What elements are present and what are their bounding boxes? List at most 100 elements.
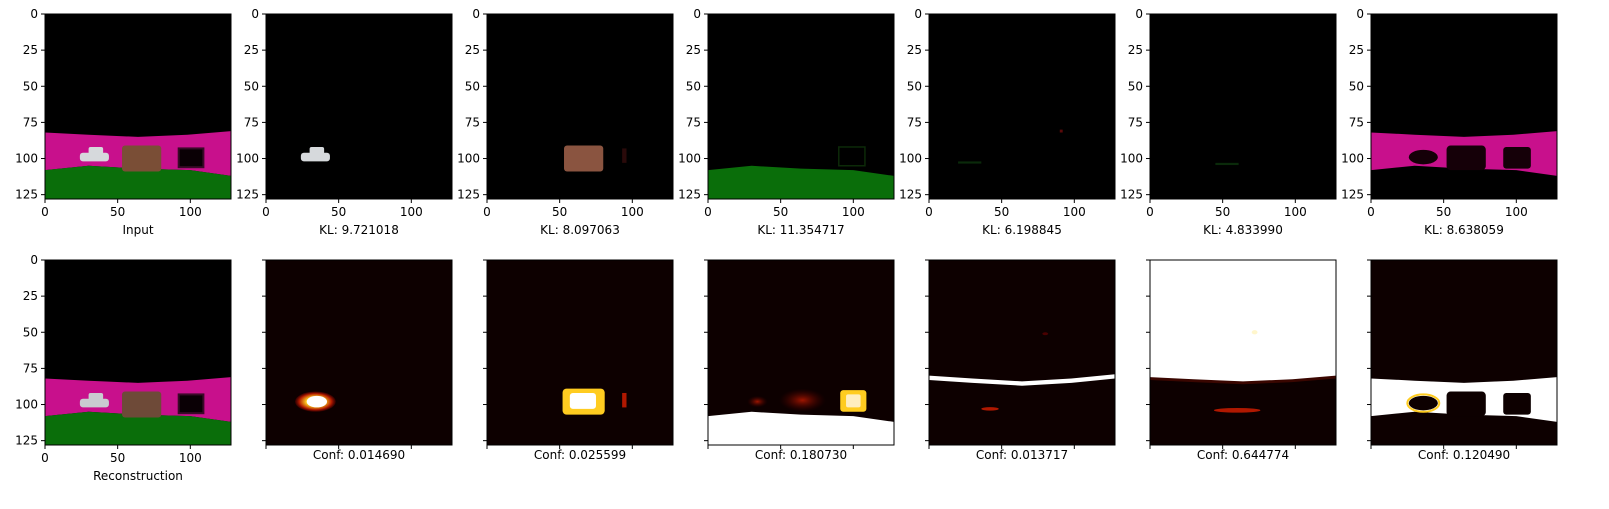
y-tick-label: 100 xyxy=(678,152,701,166)
dark-frame xyxy=(177,393,205,415)
low-heat xyxy=(1213,408,1261,413)
panel-slot-empty: 0 50 100 0 25 50 75 100 125 KL: 6.198845 xyxy=(899,7,1116,237)
panel-content xyxy=(929,332,1115,411)
green-ground xyxy=(708,165,894,199)
frame-core xyxy=(846,394,861,408)
panel-background xyxy=(266,260,452,445)
y-tick-label: 75 xyxy=(1128,115,1143,129)
axes-frame xyxy=(486,13,674,200)
x-tick-label: 100 xyxy=(1063,205,1086,219)
panel-content xyxy=(958,129,1063,164)
y-tick-label: 25 xyxy=(1349,43,1364,57)
y-tick-label: 50 xyxy=(1128,79,1143,93)
horizon-edge xyxy=(1150,375,1336,385)
y-tick-label: 0 xyxy=(30,253,38,267)
x-tick-label: 100 xyxy=(400,205,423,219)
car xyxy=(79,152,109,162)
dark-frame xyxy=(177,147,205,169)
x-tick-label: 100 xyxy=(621,205,644,219)
y-tick-label: 25 xyxy=(1128,43,1143,57)
y-tick-label: 125 xyxy=(1341,188,1364,202)
y-tick-label: 75 xyxy=(686,115,701,129)
y-tick-label: 50 xyxy=(244,79,259,93)
panel-background xyxy=(266,14,452,199)
panel-caption: KL: 6.198845 xyxy=(982,223,1062,237)
x-tick-label: 0 xyxy=(41,451,49,465)
panel-background xyxy=(487,260,673,445)
y-tick-label: 100 xyxy=(1120,152,1143,166)
panel-background xyxy=(1150,14,1336,199)
faint-mark xyxy=(958,161,982,164)
panel-mask-sky: Conf: 0.644774 xyxy=(1146,259,1337,462)
box-dim xyxy=(779,388,826,412)
y-tick-label: 75 xyxy=(1349,115,1364,129)
panel-input-scene: 0 50 100 0 25 50 75 100 125 Input xyxy=(15,7,232,237)
y-tick-label: 0 xyxy=(693,7,701,21)
y-tick-label: 125 xyxy=(15,434,38,448)
sky-heat xyxy=(1150,260,1336,383)
panel-caption: Conf: 0.644774 xyxy=(1197,448,1289,462)
car-cabin xyxy=(88,392,104,401)
panel-content xyxy=(1215,162,1239,166)
y-tick-label: 125 xyxy=(1120,188,1143,202)
y-tick-label: 125 xyxy=(236,188,259,202)
y-tick-label: 25 xyxy=(686,43,701,57)
x-tick-label: 50 xyxy=(110,205,125,219)
box-core xyxy=(569,392,596,409)
panel-slot-ground: 0 50 100 0 25 50 75 100 125 KL: 11.354717 xyxy=(678,7,895,237)
x-tick-label: 100 xyxy=(179,205,202,219)
car-rim xyxy=(1406,393,1441,413)
car-cabin xyxy=(88,146,104,155)
panel-caption: KL: 8.097063 xyxy=(540,223,620,237)
axes-frame xyxy=(1370,13,1558,200)
car-hole xyxy=(1408,395,1438,411)
x-tick-label: 100 xyxy=(842,205,865,219)
box xyxy=(122,391,162,418)
car-hole xyxy=(1408,149,1438,165)
axes-frame xyxy=(486,259,674,446)
faint-frame xyxy=(838,146,866,167)
x-tick-label: 100 xyxy=(179,451,202,465)
y-tick-label: 100 xyxy=(1341,152,1364,166)
panel-caption: KL: 8.638059 xyxy=(1424,223,1504,237)
panel-caption: Conf: 0.014690 xyxy=(313,448,405,462)
y-tick-label: 25 xyxy=(244,43,259,57)
panel-slot-car: 0 50 100 0 25 50 75 100 125 KL: 9.721018 xyxy=(236,7,453,237)
panel-background xyxy=(929,14,1115,199)
x-tick-label: 50 xyxy=(1215,205,1230,219)
axes-frame xyxy=(928,13,1116,200)
y-tick-label: 75 xyxy=(244,115,259,129)
faint-dot xyxy=(1059,129,1063,133)
y-tick-label: 0 xyxy=(30,7,38,21)
y-tick-label: 25 xyxy=(907,43,922,57)
x-tick-label: 0 xyxy=(262,205,270,219)
y-tick-label: 100 xyxy=(899,152,922,166)
y-tick-label: 100 xyxy=(457,152,480,166)
artifact xyxy=(622,148,627,163)
x-tick-label: 50 xyxy=(552,205,567,219)
axes-frame xyxy=(928,259,1116,446)
panel-background xyxy=(929,260,1115,445)
y-tick-label: 25 xyxy=(465,43,480,57)
car xyxy=(79,398,109,408)
panel-content xyxy=(295,391,336,412)
car-cabin xyxy=(309,146,325,155)
panel-caption: KL: 11.354717 xyxy=(757,223,844,237)
panel-caption: Conf: 0.025599 xyxy=(534,448,626,462)
faint-mark xyxy=(1215,162,1239,166)
panel-content xyxy=(1371,131,1557,176)
panel-content xyxy=(564,145,627,172)
panel-content xyxy=(45,377,231,445)
x-tick-label: 0 xyxy=(1367,205,1375,219)
panel-slot-box: 0 50 100 0 25 50 75 100 125 KL: 8.097063 xyxy=(457,7,674,237)
y-tick-label: 125 xyxy=(457,188,480,202)
panel-content xyxy=(1371,377,1557,422)
panel-content xyxy=(562,388,627,415)
panel-caption: Conf: 0.120490 xyxy=(1418,448,1510,462)
y-tick-label: 50 xyxy=(465,79,480,93)
car-core xyxy=(306,395,328,408)
y-tick-label: 50 xyxy=(907,79,922,93)
y-tick-label: 75 xyxy=(465,115,480,129)
panel-mask-ground: Conf: 0.180730 xyxy=(704,259,895,462)
panel-content xyxy=(708,388,894,445)
